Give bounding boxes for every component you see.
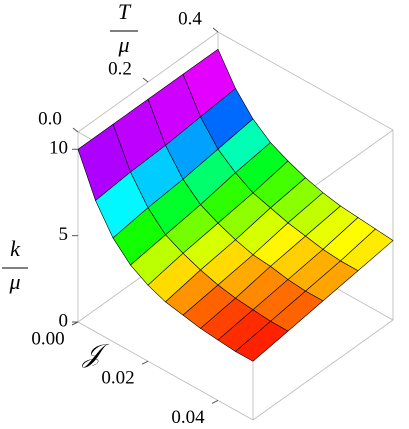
- x-tick: [141, 360, 149, 365]
- z-tick-label: 10: [49, 138, 68, 159]
- z-label-bottom: μ: [8, 269, 20, 294]
- y-tick-label: 0.4: [178, 8, 202, 29]
- y-tick-label: 0.0: [38, 108, 62, 129]
- box-edge: [252, 319, 394, 421]
- surface: [77, 48, 394, 362]
- x-tick-label: 0.04: [171, 407, 205, 428]
- box-edge: [77, 321, 254, 421]
- x-tick-label: 0.00: [31, 328, 64, 349]
- y-tick-label: 0.2: [108, 58, 132, 79]
- x-tick: [71, 321, 79, 326]
- box-edge: [217, 31, 394, 131]
- z-tick-label: 0: [59, 310, 69, 331]
- z-label-top: k: [10, 236, 21, 261]
- surface-patch: [235, 320, 289, 362]
- x-tick-label: 0.02: [101, 368, 134, 389]
- y-tick: [212, 27, 219, 33]
- x-label: 𝒥: [81, 339, 110, 368]
- z-tick-label: 5: [59, 224, 69, 245]
- y-label-bottom: μ: [117, 32, 129, 57]
- y-tick: [142, 77, 149, 83]
- y-tick: [72, 127, 79, 133]
- y-label-top: T: [118, 0, 132, 24]
- x-tick: [211, 399, 219, 404]
